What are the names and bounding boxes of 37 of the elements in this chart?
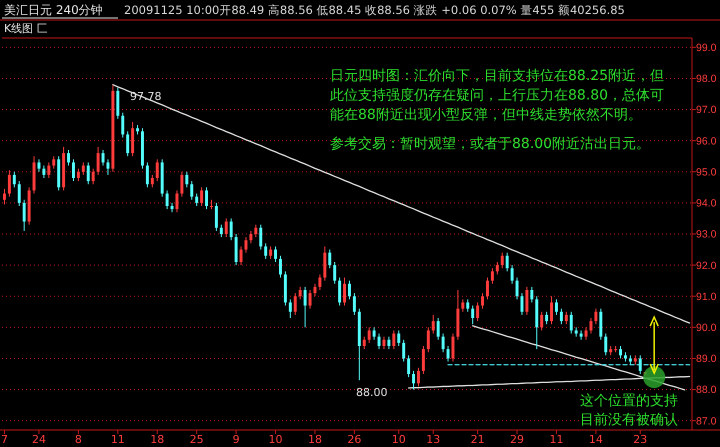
x-tick-label: 8	[74, 433, 82, 446]
x-tick-label: 18	[308, 433, 322, 446]
y-tick-label: 87.0	[696, 415, 717, 428]
x-tick-label: 18	[150, 433, 164, 446]
y-tick-label: 94.0	[696, 198, 717, 210]
x-tick-label: 9	[232, 433, 240, 446]
chart-subtitle: 20091125 10:00开88.49 高88.56 低88.45 收88.56 涨跌 +0.06 0.07% 量455 额40256.85	[124, 3, 625, 17]
x-tick-label: 14	[588, 433, 603, 446]
x-tick-label: 11	[110, 433, 125, 446]
text: K线图 匚	[4, 22, 48, 35]
y-tick-label: 99.0	[696, 42, 717, 54]
x-tick-label: 29	[510, 433, 524, 446]
chart-title: 美汇日元 240分钟	[4, 3, 103, 17]
x-tick-label: 26	[347, 433, 362, 446]
y-tick-label: 91.0	[696, 290, 717, 303]
x-tick-label: 10	[268, 433, 283, 446]
x-tick-label: 24	[32, 433, 46, 446]
x-tick-label: 21	[470, 433, 485, 446]
x-tick-label: 13	[426, 433, 440, 446]
x-tick-label: 23	[633, 433, 648, 446]
y-tick-label: 92.0	[696, 260, 717, 272]
annotation: 日元四时图：汇价向下，目前支持位在88.25附近，但此位支持强度仍存在疑问，上行压力在88.80，总体可能在88附近出现小型反弹，但中线走势依然不明。	[330, 68, 664, 123]
x-tick-label: 10	[392, 433, 406, 446]
y-tick-label: 96.0	[696, 135, 717, 148]
y-tick-label: 90.0	[696, 322, 717, 334]
y-tick-label: 89.0	[696, 353, 717, 366]
y-tick-label: 97.0	[696, 104, 717, 116]
annotation: 88.00	[356, 386, 388, 399]
y-tick-label: 93.0	[696, 228, 717, 241]
y-tick-label: 88.0	[696, 384, 717, 396]
x-tick-label: 25	[190, 433, 204, 446]
annotation: 参考交易：暂时观望，或者于88.00附近沽出日元。	[330, 136, 650, 152]
x-tick-label: 11	[549, 433, 564, 446]
y-tick-label: 98.0	[696, 73, 717, 86]
annotation: 这个位置的支持目前没有被确认	[580, 393, 678, 428]
x-tick-label: 7	[0, 433, 8, 446]
y-tick-label: 95.0	[696, 166, 717, 178]
